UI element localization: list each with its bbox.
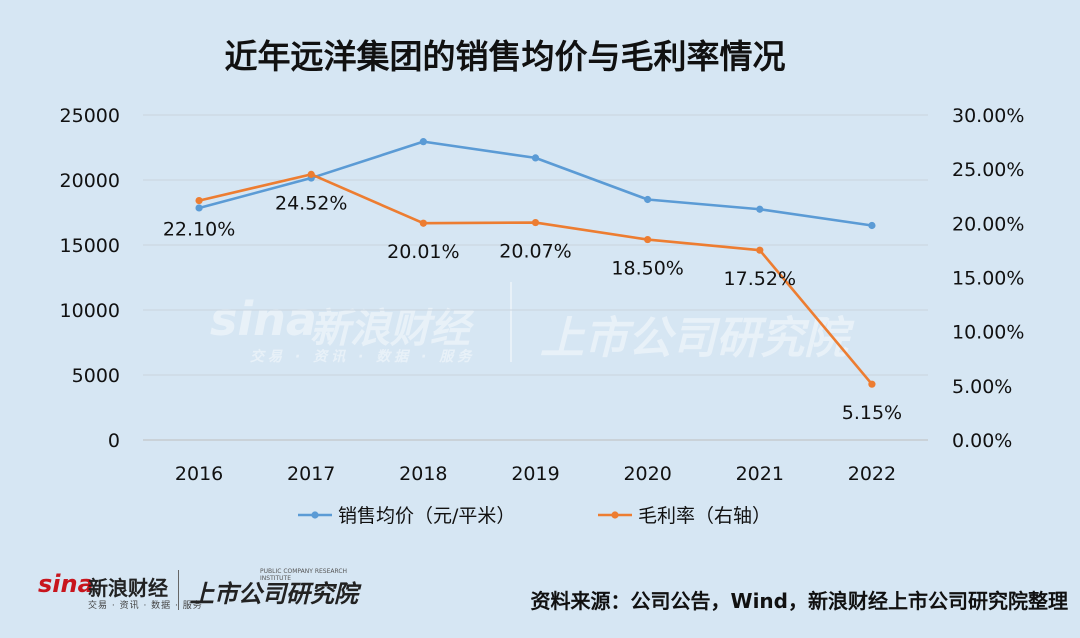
data-point <box>195 196 203 205</box>
watermark-sina-logo: sina <box>210 292 317 346</box>
right-axis-tick-label: 20.00% <box>952 213 1024 235</box>
data-point <box>419 138 427 146</box>
data-point <box>756 246 764 254</box>
right-axis-tick-label: 30.00% <box>952 105 1024 127</box>
data-point <box>307 170 315 178</box>
x-axis-tick-label: 2018 <box>399 463 447 485</box>
footer-institute: 上市公司研究院 <box>190 580 358 608</box>
data-point <box>868 380 876 388</box>
right-axis-tick-label: 5.00% <box>952 376 1012 398</box>
watermark-institute: 上市公司研究院 <box>540 313 848 364</box>
x-axis-tick-label: 2021 <box>736 463 784 485</box>
right-axis-tick-label: 10.00% <box>952 322 1024 344</box>
data-label: 17.52% <box>724 268 796 290</box>
data-point <box>531 154 540 162</box>
x-axis-tick-label: 2016 <box>175 463 223 485</box>
data-point <box>868 221 876 230</box>
left-axis-tick-label: 10000 <box>60 300 120 322</box>
watermark-sina-cn: 新浪财经 <box>310 306 470 352</box>
data-label: 20.01% <box>387 241 459 263</box>
left-axis-tick-label: 5000 <box>72 365 120 387</box>
x-axis-tick-label: 2022 <box>848 463 896 485</box>
data-point <box>195 204 203 212</box>
legend-marker <box>611 511 619 519</box>
data-label: 18.50% <box>611 258 683 280</box>
footer-sina-logo: sina <box>38 570 94 598</box>
data-point <box>419 219 427 227</box>
right-axis-tick-label: 15.00% <box>952 268 1024 290</box>
data-label: 22.10% <box>163 219 235 241</box>
x-axis-tick-label: 2020 <box>623 463 671 485</box>
chart-title: 近年远洋集团的销售均价与毛利率情况 <box>224 37 786 76</box>
x-axis-tick-label: 2017 <box>287 463 335 485</box>
footer-divider <box>178 570 179 610</box>
x-axis-tick-label: 2019 <box>511 463 559 485</box>
data-point <box>644 195 652 204</box>
data-point <box>531 218 540 227</box>
data-point <box>756 205 764 213</box>
source-note: 资料来源：公司公告，Wind，新浪财经上市公司研究院整理 <box>530 589 1068 613</box>
data-label: 20.07% <box>499 241 571 263</box>
right-axis-tick-label: 25.00% <box>952 159 1024 181</box>
watermark-subtitle: 交易 · 资讯 · 数据 · 服务 <box>250 349 476 365</box>
left-axis-tick-label: 20000 <box>60 170 120 192</box>
footer-sina-sub: 交易 · 资讯 · 数据 · 服务 <box>88 601 203 611</box>
legend-label: 销售均价（元/平米） <box>338 505 515 527</box>
left-axis-tick-label: 0 <box>108 430 120 452</box>
right-axis-tick-label: 0.00% <box>952 430 1012 452</box>
left-axis-tick-label: 25000 <box>60 105 120 127</box>
footer-institute-en: PUBLIC COMPANY RESEARCH INSTITUTE <box>260 568 348 582</box>
data-point <box>644 235 652 244</box>
legend-marker <box>311 511 319 519</box>
footer-brand: sina 新浪财经 交易 · 资讯 · 数据 · 服务 PUBLIC COMPA… <box>38 568 378 612</box>
footer-sina-cn: 新浪财经 <box>88 576 168 600</box>
legend-label: 毛利率（右轴） <box>638 505 771 527</box>
data-label: 24.52% <box>275 192 347 214</box>
left-axis-tick-label: 15000 <box>60 235 120 257</box>
data-label: 5.15% <box>842 402 902 424</box>
watermark-divider <box>510 282 512 362</box>
